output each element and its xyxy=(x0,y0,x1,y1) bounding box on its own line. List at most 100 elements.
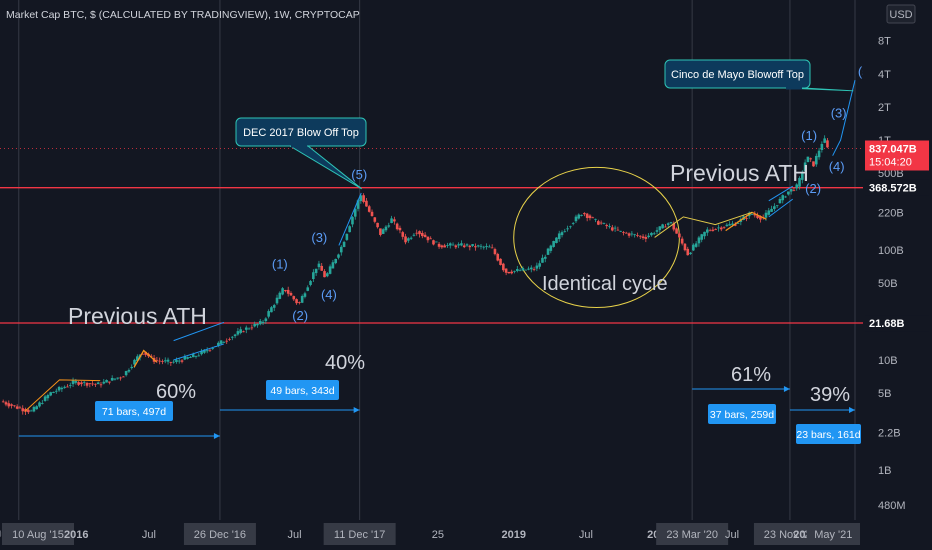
candle xyxy=(426,236,430,243)
candle-body xyxy=(286,289,290,294)
candle xyxy=(189,355,192,359)
candle-body xyxy=(110,377,114,381)
candle-body xyxy=(91,383,94,385)
candle xyxy=(471,244,474,248)
candle xyxy=(756,212,759,220)
candle-body xyxy=(518,270,522,272)
wave-label: (1) xyxy=(801,128,817,143)
candle-body xyxy=(127,369,131,372)
candle-body xyxy=(38,402,41,407)
candle xyxy=(784,195,787,198)
candle xyxy=(778,196,782,204)
candle-body xyxy=(295,299,298,304)
candle-body xyxy=(289,292,293,296)
candle xyxy=(588,214,592,221)
candle xyxy=(611,224,614,232)
channel-2016-top xyxy=(173,321,225,342)
candle-body xyxy=(728,224,731,226)
candle xyxy=(767,207,771,216)
candle xyxy=(289,291,293,296)
candle xyxy=(390,215,393,224)
candle xyxy=(119,376,122,381)
candle xyxy=(91,380,94,387)
candle xyxy=(172,359,175,364)
candle xyxy=(345,233,349,242)
candle xyxy=(507,271,511,274)
x-tick-label: Jul xyxy=(725,529,739,541)
candle xyxy=(789,188,793,195)
x-tick-highlight xyxy=(2,523,74,545)
candle-body xyxy=(177,360,181,362)
candle-body xyxy=(764,212,768,218)
candle xyxy=(574,214,578,223)
x-tick: 2019 xyxy=(501,529,525,541)
wave-label: (1) xyxy=(272,256,288,271)
candle-body xyxy=(149,355,153,357)
candle xyxy=(692,243,695,252)
candle xyxy=(166,357,170,365)
callout-join xyxy=(291,144,307,148)
candle-body xyxy=(244,327,248,330)
range-label-box xyxy=(266,380,339,400)
candle xyxy=(35,405,39,410)
candle-body xyxy=(613,227,617,229)
candle xyxy=(714,228,717,231)
candle xyxy=(300,294,304,304)
candle xyxy=(331,259,335,269)
candle xyxy=(46,393,50,401)
currency-button[interactable]: USD xyxy=(886,4,916,24)
candle xyxy=(460,240,463,247)
candle xyxy=(661,223,664,229)
candle xyxy=(683,242,687,252)
candle-body xyxy=(175,360,178,362)
candle-body xyxy=(605,224,609,227)
candle-body xyxy=(387,225,391,227)
candle-body xyxy=(736,223,740,224)
range-label: 23 bars, 161d xyxy=(796,424,861,444)
price-axis[interactable]: 8T4T2T1T500B220B100B50B22B10B5B2.2B1B480… xyxy=(863,0,932,520)
candle xyxy=(85,381,89,388)
candle xyxy=(102,378,106,385)
candle-body xyxy=(580,214,583,216)
candle xyxy=(233,333,237,339)
candle xyxy=(571,222,575,226)
candle-body xyxy=(390,218,393,223)
candle xyxy=(270,305,273,313)
y-tick-label: 100B xyxy=(878,245,904,257)
candle xyxy=(636,232,639,238)
pct-39-text: 39% xyxy=(810,384,850,406)
callout-box xyxy=(664,59,811,89)
candle xyxy=(594,218,597,223)
candle-body xyxy=(597,221,600,225)
candle-body xyxy=(309,281,312,285)
candle-body xyxy=(801,172,804,180)
candle-body xyxy=(513,270,516,272)
candle xyxy=(638,235,642,240)
candle xyxy=(541,254,544,263)
candle-body xyxy=(490,247,494,249)
pct-60-text: 60% xyxy=(156,381,196,403)
candle-body xyxy=(708,230,712,232)
candle xyxy=(309,280,312,287)
wave-label: (4) xyxy=(829,159,845,174)
candle xyxy=(1,399,5,403)
candle-body xyxy=(362,195,365,202)
candle-body xyxy=(231,336,234,338)
candle xyxy=(158,357,161,365)
candle-body xyxy=(661,224,664,229)
candle xyxy=(317,260,321,270)
candle-body xyxy=(504,268,508,273)
channel-2020-bottom xyxy=(768,198,794,218)
candle xyxy=(437,242,441,249)
candle xyxy=(393,216,396,225)
candle xyxy=(650,232,653,237)
candle-body xyxy=(641,236,645,239)
candle xyxy=(194,355,198,359)
candle xyxy=(518,268,522,272)
range-arrows[interactable]: 71 bars, 497d 49 bars, 343d 37 bars, 259d 2… xyxy=(18,380,861,444)
yellow-path-2020 xyxy=(654,211,753,238)
candle-body xyxy=(323,271,326,278)
candle-body xyxy=(298,302,301,304)
